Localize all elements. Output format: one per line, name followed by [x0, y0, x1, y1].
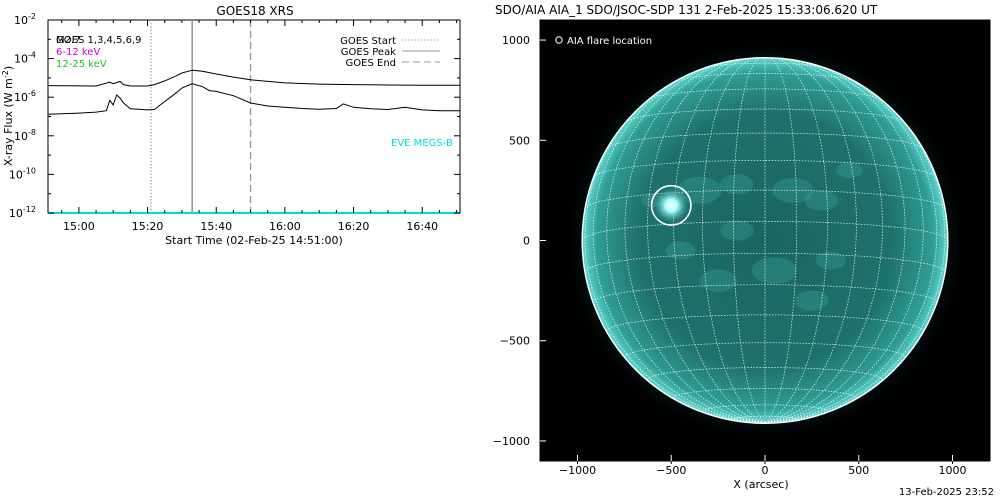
- y-tick-label: 10-2: [14, 12, 36, 27]
- active-region: [836, 162, 863, 179]
- goes-series-1: [47, 83, 460, 115]
- active-region: [720, 174, 754, 195]
- flare-glow: [653, 187, 689, 224]
- aia-image-chart: SDO/AIA AIA_1 SDO/JSOC-SDP 131 2-Feb-202…: [493, 3, 991, 491]
- aia-title: SDO/AIA AIA_1 SDO/JSOC-SDP 131 2-Feb-202…: [495, 3, 878, 17]
- latitude-grid-line: [624, 342, 906, 358]
- x-tick-label: 15:20: [132, 220, 164, 233]
- x-tick-label: 15:00: [63, 220, 95, 233]
- active-region: [815, 251, 846, 270]
- latitude-grid-line: [625, 108, 905, 123]
- y-tick-label: 10-4: [14, 51, 36, 66]
- goes-plot-area: 15:00 15:20 15:40 16:00 16:20 16:40 10-12 10-10…: [9, 12, 460, 233]
- goes-series-0: [47, 69, 460, 87]
- y-tick-label: 10-10: [9, 166, 36, 181]
- goes-legend-right-label: GOES Start: [340, 36, 396, 47]
- longitude-grid-line: [764, 84, 946, 423]
- longitude-grid-line: [764, 65, 938, 423]
- longitude-grid-line: [764, 57, 828, 423]
- x-tick-label: 16:40: [406, 220, 438, 233]
- longitude-grid-line: [764, 60, 924, 423]
- longitude-grid-line: [764, 57, 798, 423]
- aia-x-tick-label: 1000: [939, 464, 967, 477]
- longitude-grid-line: [702, 57, 766, 423]
- latitude-grid-line: [705, 62, 825, 68]
- goes-legend-right-label: GOES Peak: [341, 47, 396, 58]
- solar-limb: [581, 56, 949, 425]
- aia-y-tick-label: 1000: [502, 34, 530, 47]
- active-region: [676, 176, 722, 204]
- active-region: [665, 241, 696, 260]
- active-region: [699, 269, 737, 292]
- goes-xrs-chart: GOES18 XRS 15:00 15:20 15:40 16:00 16:20 16:4…: [1, 4, 461, 247]
- longitude-grid-line: [584, 84, 766, 423]
- longitude-grid-line: [764, 57, 857, 423]
- latitude-grid-line: [581, 221, 949, 241]
- eve-megs-b-annotation: EVE MEGS-B: [391, 138, 453, 149]
- aia-y-tick-label: −500: [500, 335, 530, 348]
- longitude-grid-line: [624, 58, 766, 423]
- goes-plot-frame: [47, 19, 461, 214]
- active-region: [751, 257, 797, 285]
- latitude-grid-line: [592, 284, 938, 303]
- flare-location-legend-icon: [555, 36, 563, 44]
- x-tick-label: 16:00: [269, 220, 301, 233]
- y-tick-label: 10-12: [9, 205, 36, 220]
- flare-location-marker: [650, 184, 692, 226]
- aia-x-tick-label: 0: [762, 464, 769, 477]
- goes-x-axis-label: Start Time (02-Feb-25 14:51:00): [165, 234, 343, 247]
- aia-image-area: [540, 20, 990, 461]
- aia-x-tick-label: 500: [848, 464, 869, 477]
- aia-y-tick-label: 0: [523, 235, 530, 248]
- goes-legend-left-entry: 12-25 keV: [56, 59, 107, 70]
- longitude-grid-line: [764, 58, 883, 423]
- goes-legend-flare-class: M2.7: [56, 35, 81, 46]
- latitude-grid-line: [702, 404, 828, 412]
- aia-legend: AIA flare location: [555, 36, 652, 47]
- goes-title: GOES18 XRS: [216, 4, 293, 18]
- latitude-grid-line: [593, 160, 937, 178]
- active-region: [720, 220, 754, 241]
- aia-x-axis-label: X (arcsec): [733, 478, 788, 491]
- longitude-grid-line: [732, 57, 766, 423]
- goes-legend-left-entry: GOES 1,3,4,5,6,9: [56, 35, 142, 46]
- longitude-grid-line: [606, 60, 766, 423]
- solar-disk: [582, 57, 948, 424]
- y-tick-label: 10-6: [14, 89, 36, 104]
- goes-y-axis-label: X-ray Flux (W m-2): [1, 66, 15, 166]
- longitude-grid-line: [647, 58, 766, 423]
- goes-legend-left-entry: 6-12 keV: [56, 47, 100, 58]
- aia-legend-label: AIA flare location: [567, 36, 652, 47]
- x-tick-label: 16:20: [338, 220, 370, 233]
- longitude-grid-line: [592, 65, 766, 423]
- aia-x-tick-label: −1000: [559, 464, 596, 477]
- latitude-grid-line: [584, 189, 946, 209]
- x-tick-label: 15:40: [200, 220, 232, 233]
- aia-y-tick-label: −1000: [493, 435, 530, 448]
- active-region: [804, 190, 839, 211]
- y-tick-label: 10-8: [14, 128, 36, 143]
- timestamp: 13-Feb-2025 23:52: [898, 487, 994, 498]
- goes-legend-right-label: GOES End: [346, 58, 396, 69]
- aia-y-tick-label: 500: [509, 134, 530, 147]
- active-region: [795, 290, 829, 311]
- longitude-grid-line: [673, 57, 766, 423]
- aia-x-tick-label: −500: [656, 464, 686, 477]
- longitude-grid-line: [764, 58, 906, 423]
